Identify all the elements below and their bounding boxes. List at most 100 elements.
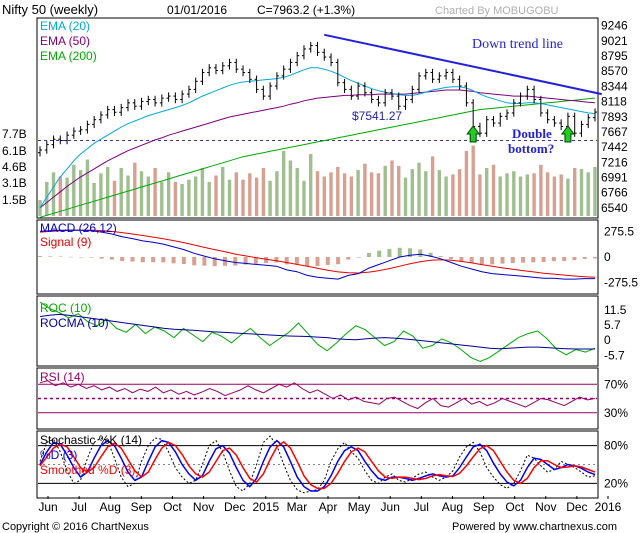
- x-tick-label: Dec: [566, 500, 587, 514]
- x-tick-label: Jun: [381, 500, 400, 514]
- price-y-tick-label: 7667: [601, 125, 628, 139]
- macd-histogram-bar: [366, 252, 371, 257]
- volume-bar: [126, 175, 130, 216]
- ema200-line: [39, 97, 596, 218]
- volume-bar: [403, 177, 408, 216]
- volume-bar: [254, 177, 259, 216]
- stoch-smoothed-d-line: [39, 440, 596, 490]
- volume-bar: [369, 172, 374, 216]
- macd-histogram-bar: [459, 257, 464, 262]
- legend-ema20: EMA (20): [40, 19, 90, 33]
- macd-histogram-bar: [346, 257, 351, 260]
- macd-histogram-bar: [428, 252, 433, 257]
- volume-bar: [288, 160, 293, 216]
- volume-bar: [139, 171, 144, 216]
- volume-bar: [234, 172, 238, 216]
- x-tick-label: Oct: [505, 500, 524, 514]
- volume-bar: [221, 166, 225, 216]
- x-tick-label: Sep: [473, 500, 495, 514]
- price-y-tick-label: 8570: [601, 64, 628, 78]
- legend-stoch-k: Stochastic %K (14): [40, 433, 142, 447]
- volume-bar: [457, 169, 462, 216]
- stoch-y-tick-label: 20%: [604, 476, 628, 490]
- x-tick-label: 2015: [252, 500, 279, 514]
- volume-bar: [410, 169, 414, 216]
- x-tick-label: May: [348, 500, 371, 514]
- macd-histogram-bar: [151, 257, 156, 263]
- macd-histogram-bar: [572, 257, 577, 261]
- rsi-y-tick-label: 30%: [604, 406, 628, 420]
- volume-bar: [512, 171, 516, 216]
- x-tick-label: Jul: [71, 500, 86, 514]
- legend-macd: MACD (26,12): [40, 221, 117, 235]
- price-y-tick-label: 6540: [601, 201, 628, 215]
- macd-histogram-bar: [192, 257, 197, 266]
- macd-histogram-bar: [294, 257, 299, 265]
- volume-bar: [268, 180, 272, 216]
- volume-bar: [207, 181, 211, 216]
- volume-bar: [65, 177, 69, 216]
- volume-bar: [248, 173, 252, 216]
- x-tick-label: Oct: [163, 500, 182, 514]
- macd-histogram-bar: [387, 249, 392, 257]
- volume-bar: [322, 176, 326, 216]
- volume-bar: [566, 178, 570, 216]
- support-label: $7541.27: [352, 109, 402, 123]
- macd-histogram-bar: [274, 257, 279, 263]
- volume-bar: [295, 168, 299, 216]
- macd-histogram-bar: [582, 257, 587, 259]
- double-bottom-label-1: Double: [512, 126, 552, 141]
- price-y-tick-label: 6991: [601, 171, 628, 185]
- macd-histogram-bar: [284, 257, 289, 265]
- x-tick-label: Nov: [193, 500, 214, 514]
- macd-histogram-bar: [264, 257, 269, 264]
- volume-bar: [390, 160, 394, 216]
- volume-bar: [336, 166, 340, 216]
- volume-bar: [146, 176, 150, 216]
- volume-bar: [241, 179, 245, 216]
- down-trend-line: [324, 33, 602, 96]
- macd-line: [39, 229, 595, 280]
- price-y-tick-label: 7442: [601, 140, 628, 154]
- volume-bar: [194, 176, 198, 216]
- volume-bar: [309, 154, 313, 216]
- volume-bar: [559, 174, 563, 216]
- x-tick-label: Apr: [319, 500, 338, 514]
- price-y-tick-label: 6766: [601, 186, 628, 200]
- macd-histogram-bar: [541, 257, 546, 262]
- macd-histogram-bar: [79, 257, 84, 258]
- rocma-line: [39, 313, 595, 350]
- macd-histogram-bar: [130, 257, 135, 262]
- volume-bar: [92, 182, 96, 216]
- volume-bar: [444, 176, 448, 216]
- macd-histogram-bar: [120, 257, 125, 262]
- rsi-line: [39, 380, 596, 410]
- macd-histogram-bar: [181, 257, 186, 264]
- volume-bar: [430, 156, 435, 216]
- macd-histogram-bar: [243, 257, 248, 265]
- macd-histogram-bar: [593, 257, 597, 259]
- macd-histogram-bar: [562, 257, 567, 262]
- volume-bar: [376, 173, 381, 216]
- ema20-line: [39, 67, 596, 209]
- macd-histogram-bar: [469, 257, 474, 264]
- volume-bar: [491, 164, 496, 216]
- copyright-text: Copyright © 2016 ChartNexus: [2, 521, 149, 533]
- roc-panel: [36, 295, 599, 367]
- volume-bar: [99, 173, 103, 216]
- volume-bar: [552, 176, 557, 216]
- macd-histogram-bar: [408, 248, 412, 257]
- x-tick-label: Nov: [535, 500, 556, 514]
- macd-histogram-bar: [479, 257, 484, 265]
- price-y-tick-label: 7893: [601, 110, 628, 124]
- x-tick-label: Aug: [442, 500, 463, 514]
- macd-histogram-bar: [325, 257, 330, 265]
- volume-bar: [315, 171, 320, 216]
- legend-signal: Signal (9): [40, 235, 91, 249]
- roc-y-tick-label: 5.7: [604, 318, 621, 332]
- volume-bar: [397, 165, 401, 216]
- volume-bar: [106, 166, 110, 216]
- macd-histogram-bar: [223, 257, 227, 266]
- legend-rocma: ROCMA (10): [40, 316, 109, 330]
